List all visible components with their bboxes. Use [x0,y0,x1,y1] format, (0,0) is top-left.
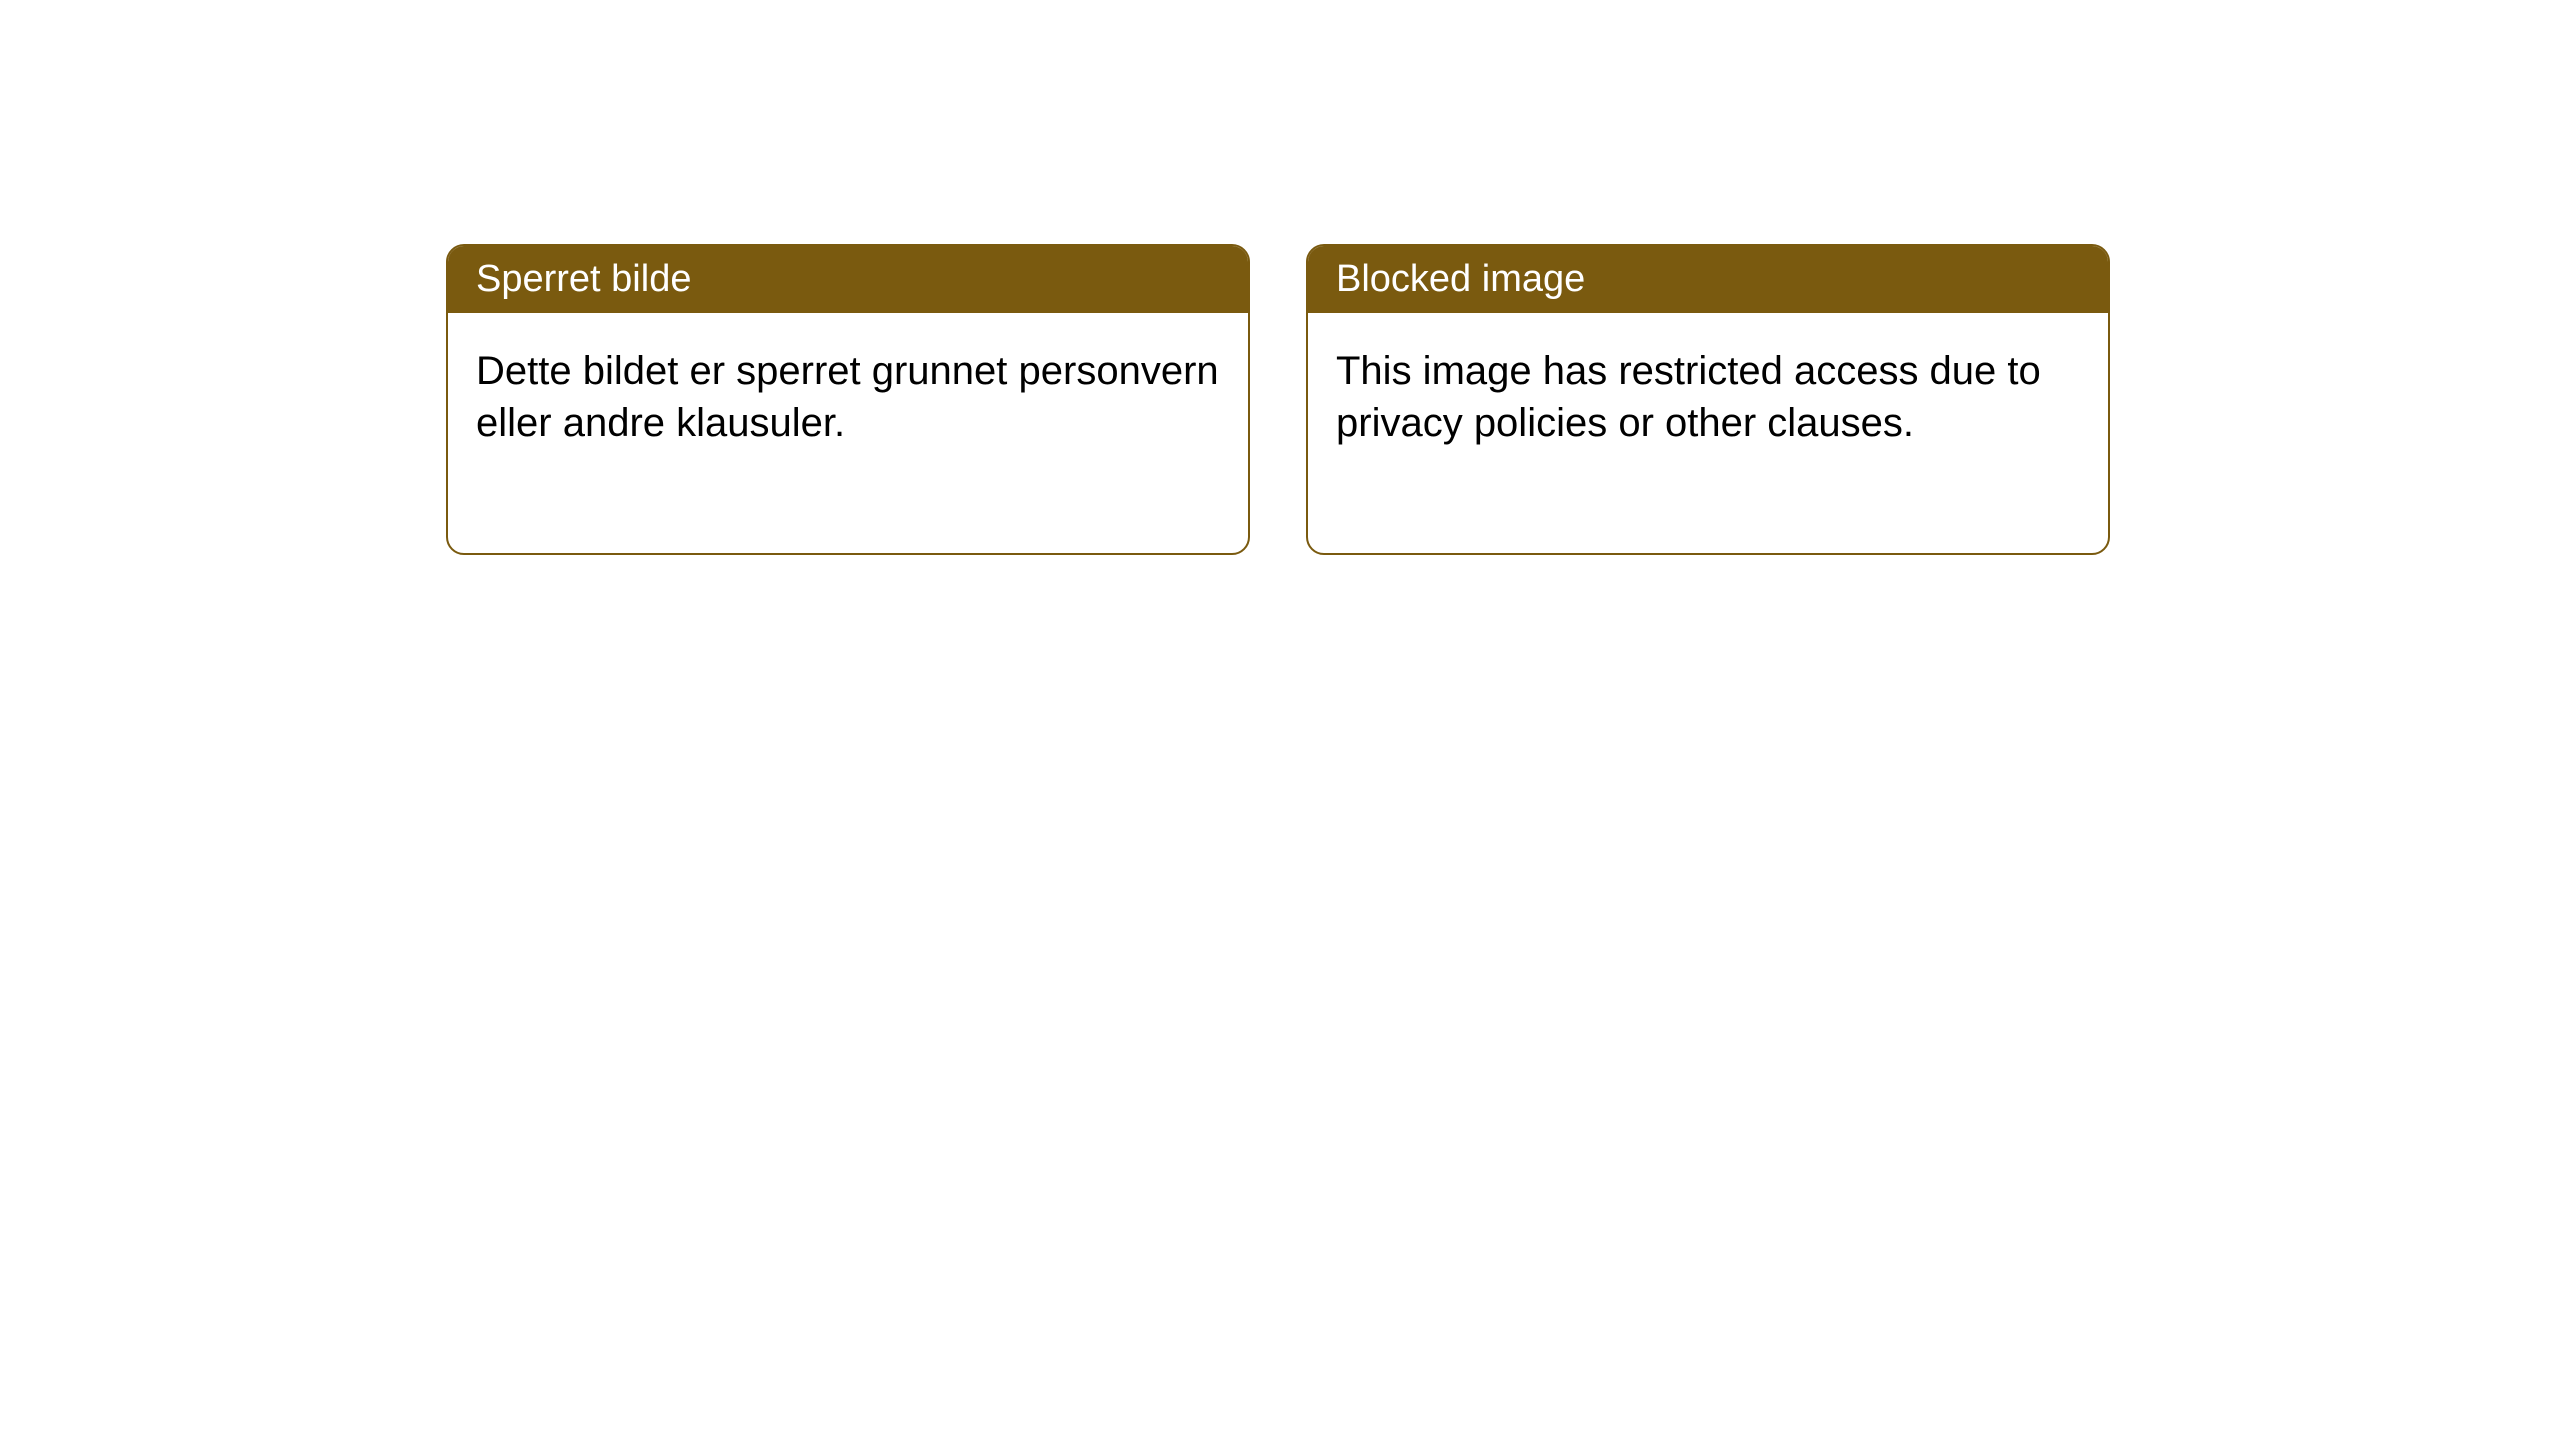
notice-card-english: Blocked image This image has restricted … [1306,244,2110,555]
notice-cards-container: Sperret bilde Dette bildet er sperret gr… [446,244,2110,555]
notice-header: Sperret bilde [448,246,1248,313]
notice-body-text: This image has restricted access due to … [1336,349,2041,445]
notice-body: Dette bildet er sperret grunnet personve… [448,313,1248,553]
notice-title: Sperret bilde [476,258,691,300]
notice-header: Blocked image [1308,246,2108,313]
notice-card-norwegian: Sperret bilde Dette bildet er sperret gr… [446,244,1250,555]
notice-body: This image has restricted access due to … [1308,313,2108,553]
notice-body-text: Dette bildet er sperret grunnet personve… [476,349,1219,445]
notice-title: Blocked image [1336,258,1585,300]
